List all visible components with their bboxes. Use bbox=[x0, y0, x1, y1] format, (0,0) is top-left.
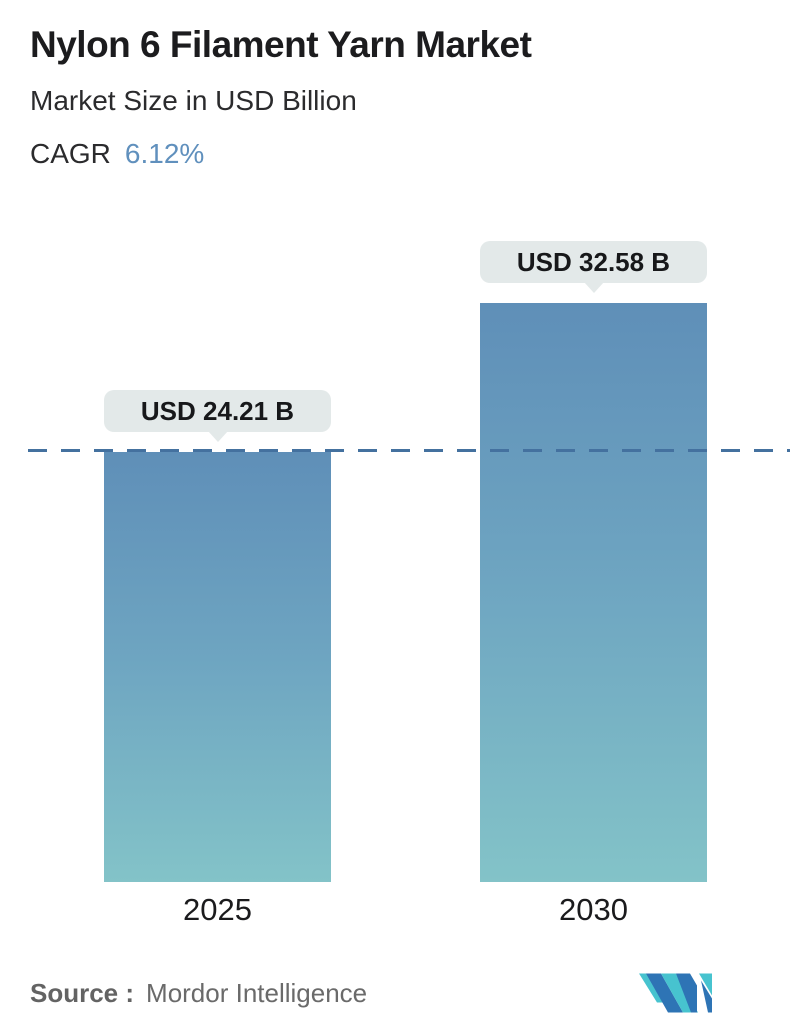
baseline-dashed-line bbox=[28, 449, 790, 452]
chart-subtitle: Market Size in USD Billion bbox=[30, 85, 357, 116]
source-row: Source : Mordor Intelligence bbox=[30, 978, 367, 1009]
value-label-pointer-icon bbox=[207, 431, 228, 442]
bar-2030-fill bbox=[480, 303, 707, 882]
cagr-label: CAGR bbox=[30, 138, 111, 169]
cagr-value: 6.12% bbox=[124, 138, 205, 169]
bar-2025-fill bbox=[104, 452, 331, 882]
mordor-intelligence-logo bbox=[639, 973, 712, 1013]
value-label-pointer-icon bbox=[583, 282, 604, 293]
source-label: Source : bbox=[30, 978, 135, 1008]
axis-label-2025: 2025 bbox=[183, 892, 252, 927]
bar-2025: USD 24.21 B 2025 bbox=[104, 390, 331, 927]
value-label-2025: USD 24.21 B bbox=[104, 390, 331, 432]
value-label-2030: USD 32.58 B bbox=[480, 241, 707, 283]
page-title: Nylon 6 Filament Yarn Market bbox=[30, 24, 532, 65]
cagr-row: CAGR 6.12% bbox=[30, 138, 204, 170]
axis-label-2030: 2030 bbox=[559, 892, 628, 927]
bar-2030: USD 32.58 B 2030 bbox=[480, 241, 707, 927]
source-value: Mordor Intelligence bbox=[146, 978, 368, 1008]
